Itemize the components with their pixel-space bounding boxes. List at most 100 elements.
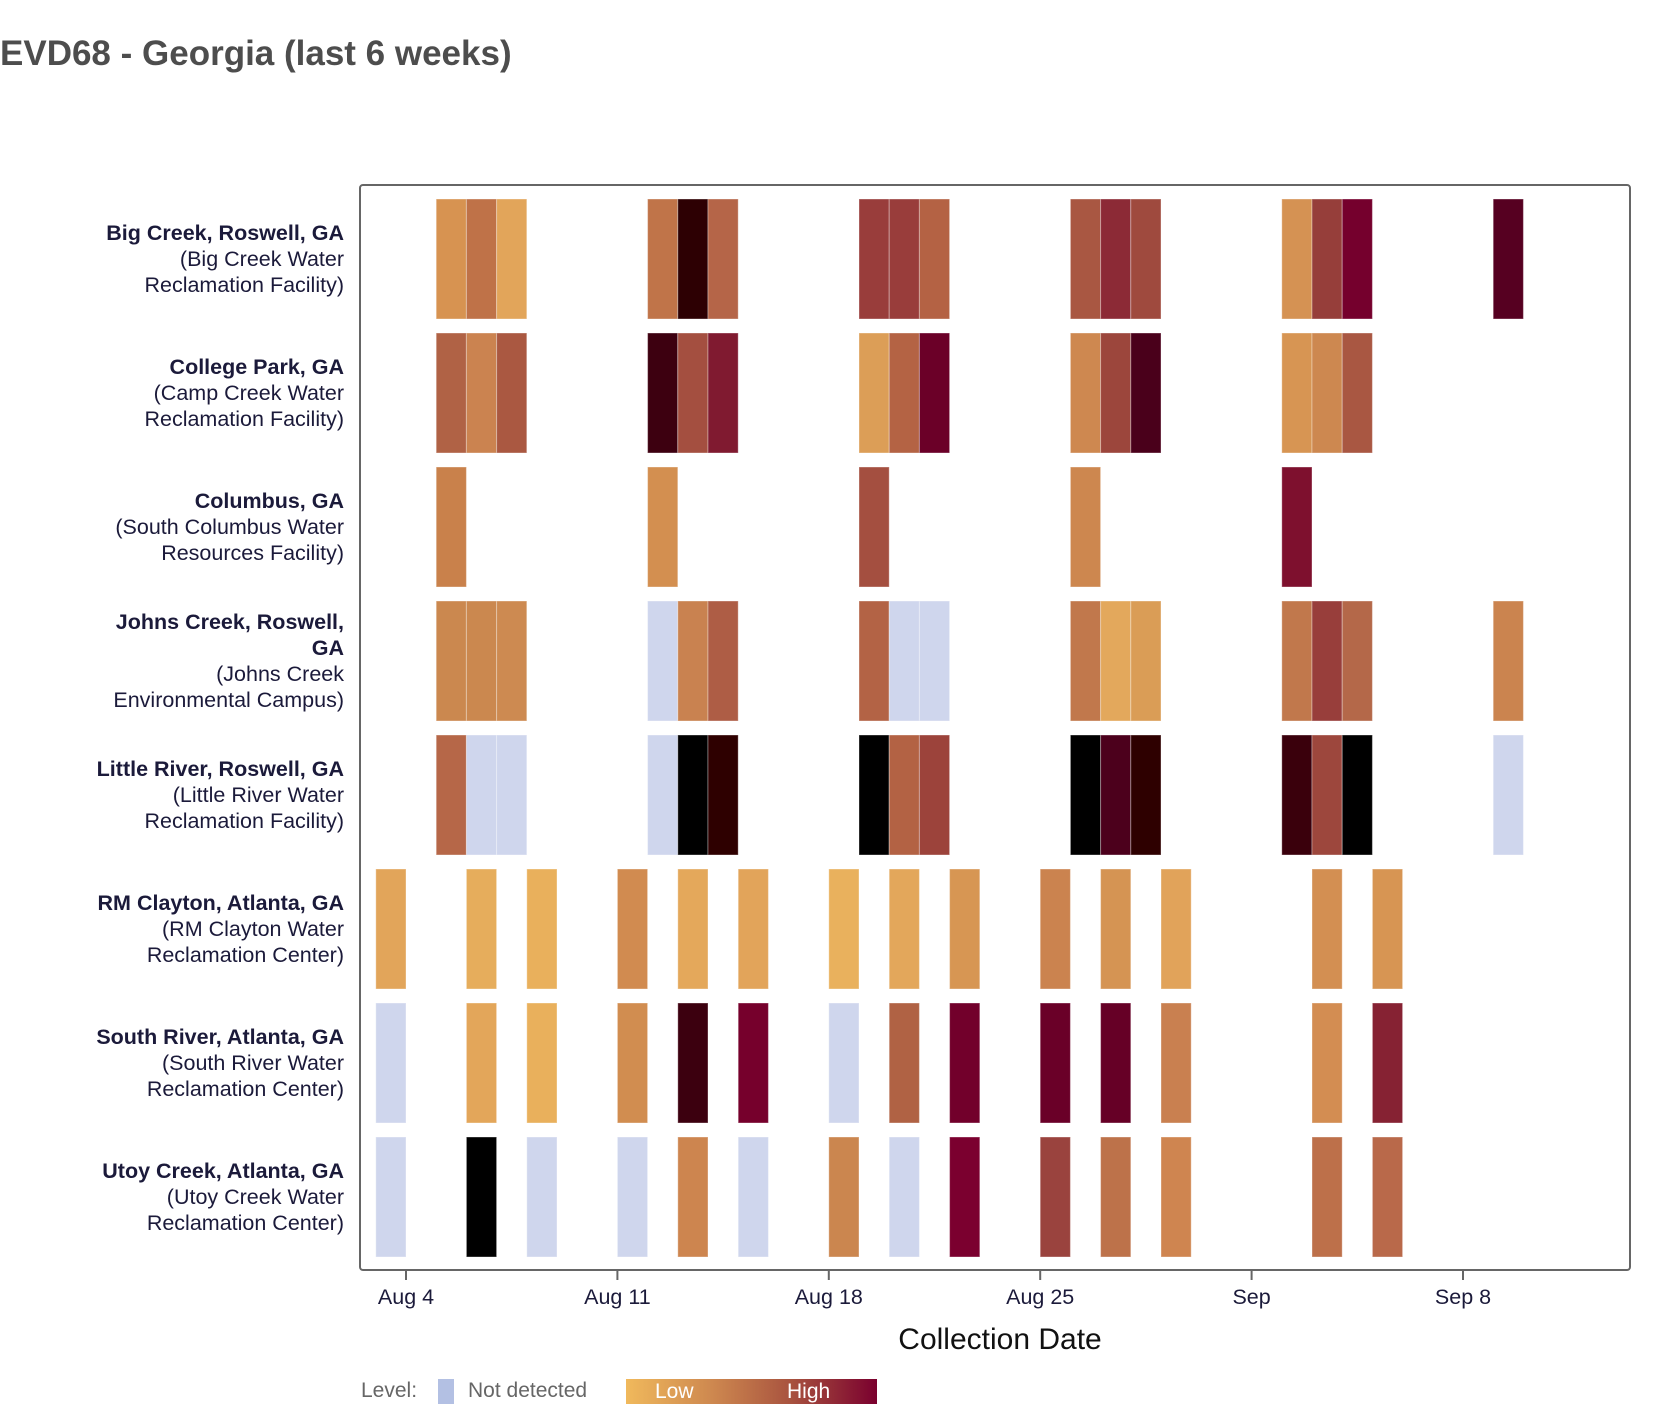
sample-bar[interactable]	[465, 1002, 498, 1124]
sample-bar[interactable]	[1311, 734, 1343, 856]
sample-bar-not-detected[interactable]	[465, 734, 498, 856]
sample-bar[interactable]	[1311, 332, 1343, 454]
sample-bar[interactable]	[677, 1002, 709, 1124]
sample-bar[interactable]	[1069, 734, 1102, 856]
sample-bar[interactable]	[435, 466, 467, 588]
sample-bar[interactable]	[1039, 868, 1071, 990]
sample-bar[interactable]	[1311, 868, 1343, 990]
sample-bar[interactable]	[1100, 1002, 1132, 1124]
sample-bar[interactable]	[737, 1002, 769, 1124]
sample-bar[interactable]	[1069, 600, 1102, 722]
sample-bar[interactable]	[435, 734, 467, 856]
sample-bar[interactable]	[858, 734, 890, 856]
sample-bar[interactable]	[1130, 600, 1162, 722]
sample-bar-not-detected[interactable]	[888, 600, 920, 722]
sample-bar[interactable]	[1341, 332, 1373, 454]
sample-bar[interactable]	[1281, 198, 1313, 320]
sample-bar-not-detected[interactable]	[737, 1136, 769, 1258]
sample-bar-not-detected[interactable]	[888, 1136, 920, 1258]
sample-bar[interactable]	[888, 1002, 920, 1124]
sample-bar[interactable]	[435, 600, 467, 722]
sample-bar[interactable]	[677, 734, 709, 856]
sample-bar[interactable]	[677, 600, 709, 722]
sample-bar[interactable]	[616, 868, 649, 990]
sample-bar[interactable]	[677, 1136, 709, 1258]
sample-bar[interactable]	[737, 868, 769, 990]
sample-bar[interactable]	[1281, 332, 1313, 454]
sample-bar[interactable]	[1100, 332, 1132, 454]
sample-bar[interactable]	[918, 332, 951, 454]
sample-bar[interactable]	[828, 868, 860, 990]
sample-bar[interactable]	[465, 600, 498, 722]
sample-bar[interactable]	[677, 198, 709, 320]
sample-bar[interactable]	[1100, 198, 1132, 320]
sample-bar[interactable]	[949, 1002, 981, 1124]
sample-bar[interactable]	[1311, 198, 1343, 320]
sample-bar[interactable]	[1069, 332, 1102, 454]
sample-bar[interactable]	[647, 466, 679, 588]
sample-bar[interactable]	[647, 332, 679, 454]
sample-bar[interactable]	[828, 1136, 860, 1258]
sample-bar[interactable]	[1069, 466, 1102, 588]
sample-bar[interactable]	[465, 198, 498, 320]
sample-bar[interactable]	[1160, 1002, 1192, 1124]
sample-bar-not-detected[interactable]	[647, 734, 679, 856]
sample-bar-not-detected[interactable]	[828, 1002, 860, 1124]
sample-bar[interactable]	[1039, 1002, 1071, 1124]
sample-bar[interactable]	[496, 332, 528, 454]
sample-bar[interactable]	[1100, 600, 1132, 722]
sample-bar[interactable]	[526, 868, 558, 990]
sample-bar[interactable]	[858, 198, 890, 320]
sample-bar[interactable]	[526, 1002, 558, 1124]
sample-bar[interactable]	[1100, 1136, 1132, 1258]
sample-bar[interactable]	[858, 466, 890, 588]
sample-bar[interactable]	[677, 868, 709, 990]
sample-bar[interactable]	[496, 198, 528, 320]
sample-bar[interactable]	[707, 600, 739, 722]
sample-bar[interactable]	[858, 600, 890, 722]
sample-bar[interactable]	[465, 868, 498, 990]
sample-bar-not-detected[interactable]	[918, 600, 951, 722]
sample-bar[interactable]	[496, 600, 528, 722]
sample-bar-not-detected[interactable]	[647, 600, 679, 722]
sample-bar[interactable]	[1341, 600, 1373, 722]
sample-bar[interactable]	[677, 332, 709, 454]
sample-bar[interactable]	[1069, 198, 1102, 320]
sample-bar[interactable]	[1492, 600, 1524, 722]
sample-bar[interactable]	[918, 734, 951, 856]
sample-bar[interactable]	[888, 734, 920, 856]
sample-bar[interactable]	[435, 332, 467, 454]
sample-bar[interactable]	[465, 332, 498, 454]
sample-bar[interactable]	[1341, 734, 1373, 856]
sample-bar[interactable]	[1281, 600, 1313, 722]
sample-bar[interactable]	[1039, 1136, 1071, 1258]
sample-bar[interactable]	[435, 198, 467, 320]
sample-bar-not-detected[interactable]	[496, 734, 528, 856]
sample-bar[interactable]	[1492, 198, 1524, 320]
sample-bar[interactable]	[1130, 198, 1162, 320]
sample-bar[interactable]	[858, 332, 890, 454]
sample-bar[interactable]	[707, 734, 739, 856]
sample-bar[interactable]	[949, 1136, 981, 1258]
sample-bar[interactable]	[1311, 600, 1343, 722]
sample-bar[interactable]	[1100, 734, 1132, 856]
sample-bar[interactable]	[1130, 332, 1162, 454]
sample-bar-not-detected[interactable]	[375, 1136, 407, 1258]
sample-bar[interactable]	[1281, 466, 1313, 588]
sample-bar[interactable]	[375, 868, 407, 990]
sample-bar[interactable]	[1371, 868, 1404, 990]
sample-bar[interactable]	[707, 198, 739, 320]
sample-bar[interactable]	[1371, 1002, 1404, 1124]
sample-bar-not-detected[interactable]	[526, 1136, 558, 1258]
sample-bar[interactable]	[918, 198, 951, 320]
sample-bar[interactable]	[1100, 868, 1132, 990]
sample-bar[interactable]	[1130, 734, 1162, 856]
sample-bar[interactable]	[1371, 1136, 1404, 1258]
sample-bar[interactable]	[888, 332, 920, 454]
sample-bar[interactable]	[465, 1136, 498, 1258]
sample-bar[interactable]	[949, 868, 981, 990]
sample-bar[interactable]	[707, 332, 739, 454]
sample-bar[interactable]	[1311, 1002, 1343, 1124]
sample-bar-not-detected[interactable]	[616, 1136, 649, 1258]
sample-bar-not-detected[interactable]	[375, 1002, 407, 1124]
